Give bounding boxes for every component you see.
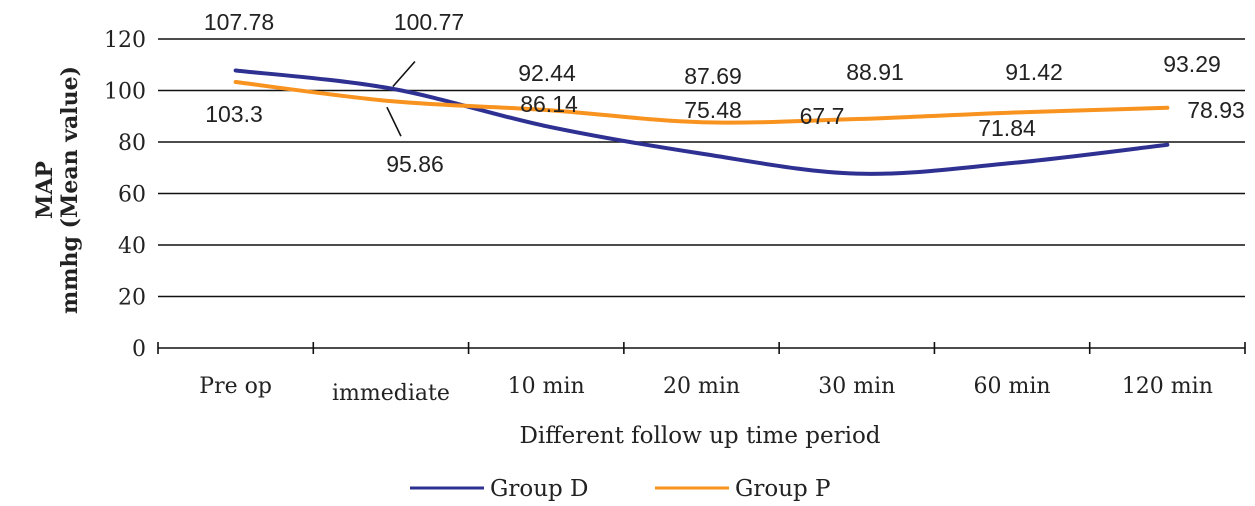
x-axis [157,342,1246,354]
label-leader-lines [386,60,416,137]
x-tick-label-2: 10 min [508,374,585,399]
leader-line-group-d-immediate [392,60,416,88]
data-label-group-d-3: 75.48 [684,97,742,123]
y-axis-title-line-2: mmhg (Mean value) [57,66,83,314]
data-label-group-p-3: 87.69 [684,63,742,89]
y-tick-label-100: 100 [104,80,146,105]
series-lines [233,68,1170,176]
legend: Group D Group P [410,476,831,502]
series-line-group-p [233,80,1170,125]
data-labels: 107.78 100.77 86.14 75.48 67.7 71.84 78.93 103.… [204,9,1245,177]
data-label-group-p-6: 93.29 [1163,51,1221,77]
legend-label-group-p: Group P [735,476,831,502]
y-axis-tick-labels: 0 20 40 60 80 100 120 [104,28,146,362]
y-tick-label-60: 60 [118,183,146,208]
x-tick-label-5: 60 min [974,374,1051,399]
gridlines [158,38,1245,298]
data-label-group-d-2: 86.14 [520,91,578,117]
x-axis-tick-labels: Pre op immediate 10 min 20 min 30 min 60 min 1… [199,374,1213,406]
x-tick-label-6: 120 min [1122,374,1213,399]
y-tick-label-20: 20 [118,286,146,311]
legend-label-group-d: Group D [490,476,589,502]
data-label-group-d-1: 100.77 [394,9,464,35]
x-tick-label-0: Pre op [199,374,272,399]
data-label-group-d-5: 71.84 [978,115,1036,141]
data-label-group-p-1: 95.86 [386,151,444,177]
x-tick-label-3: 20 min [663,374,740,399]
x-tick-label-4: 30 min [818,374,895,399]
y-tick-label-40: 40 [118,234,146,259]
data-label-group-p-4: 88.91 [846,59,904,85]
series-line-group-d [233,68,1170,176]
data-label-group-d-0: 107.78 [204,9,274,35]
data-label-group-p-2: 92.44 [518,60,576,86]
data-label-group-d-4: 67.7 [800,103,845,129]
x-axis-title: Different follow up time period [519,423,880,449]
y-tick-label-120: 120 [104,28,146,53]
x-tick-label-1: immediate [332,381,450,406]
y-tick-label-80: 80 [118,131,146,156]
data-label-group-d-6: 78.93 [1187,97,1245,123]
data-label-group-p-5: 91.42 [1005,59,1063,85]
y-axis-title-line-1: MAP [32,161,58,219]
data-label-group-p-0: 103.3 [205,101,263,127]
leader-line-group-p-immediate [386,106,402,137]
y-tick-label-0: 0 [132,337,146,362]
